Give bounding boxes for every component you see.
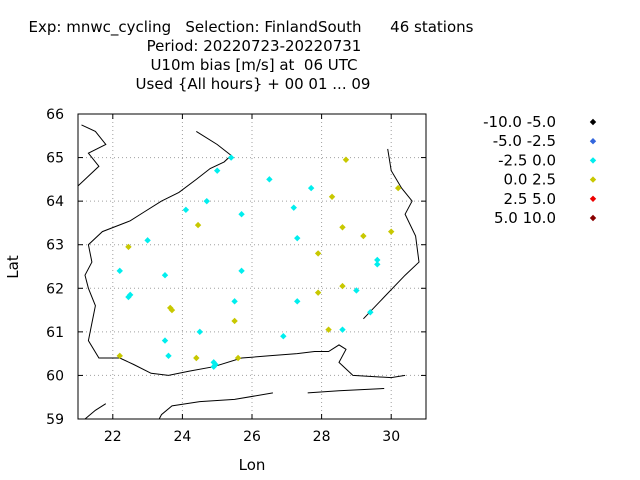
y-tick-label: 59 — [46, 412, 64, 428]
y-tick-label: 66 — [46, 107, 64, 123]
legend-marker — [589, 195, 597, 202]
title-line-2: Period: 20220723-20220731 — [147, 37, 362, 55]
legend: -10.0 -5.0-5.0 -2.5-2.5 0.0 0.0 2.52.5 5.… — [483, 113, 597, 227]
station-point — [193, 354, 200, 362]
legend-label: -2.5 0.0 — [498, 151, 556, 169]
x-tick-label: 28 — [313, 429, 331, 445]
axis-ticks: 22 24 26 28 30 59 60 61 62 63 64 65 66 — [46, 107, 426, 445]
station-point — [294, 298, 301, 305]
station-point — [280, 333, 287, 340]
station-point — [325, 326, 332, 333]
title-line-4: Used {All hours} + 00 01 ... 09 — [136, 75, 371, 93]
coastline — [78, 124, 420, 419]
station-point — [210, 363, 217, 370]
station-point — [339, 326, 346, 333]
station-point — [116, 352, 123, 360]
x-tick-label: 24 — [173, 429, 191, 445]
station-point — [374, 256, 381, 264]
station-point — [294, 234, 301, 242]
station-point — [339, 282, 346, 290]
coastline-segment — [84, 130, 406, 379]
legend-marker — [589, 157, 597, 164]
y-tick-label: 61 — [46, 325, 64, 341]
station-point — [314, 250, 322, 257]
legend-marker — [589, 214, 597, 222]
station-points — [116, 154, 402, 370]
station-point — [367, 309, 374, 316]
station-point — [266, 176, 273, 183]
station-point — [182, 206, 190, 214]
y-tick-label: 62 — [46, 281, 64, 297]
y-tick-label: 65 — [46, 151, 64, 167]
coastline-segment — [84, 403, 107, 419]
x-tick-label: 30 — [382, 429, 400, 445]
y-axis-label: Lat — [4, 255, 22, 279]
station-point — [360, 232, 367, 240]
station-point — [168, 306, 176, 314]
station-point — [203, 197, 210, 205]
x-tick-label: 26 — [243, 429, 261, 445]
station-point — [194, 221, 202, 229]
station-point — [290, 204, 297, 211]
legend-label: -10.0 -5.0 — [483, 113, 556, 131]
station-point — [328, 193, 336, 200]
coastline-segment — [363, 148, 420, 320]
station-point — [214, 167, 221, 174]
station-point — [339, 224, 346, 231]
legend-label: 2.5 5.0 — [504, 190, 556, 208]
station-point — [161, 272, 169, 279]
station-point — [161, 337, 169, 344]
station-point — [388, 228, 395, 235]
x-axis-label: Lon — [239, 456, 266, 474]
station-point — [116, 267, 123, 275]
station-point — [234, 354, 242, 362]
grid-lines — [78, 113, 426, 420]
station-point — [165, 352, 172, 360]
station-point — [125, 243, 132, 251]
station-point — [167, 304, 174, 312]
station-point — [342, 156, 350, 163]
legend-label: 0.0 2.5 — [504, 171, 556, 189]
x-tick-label: 22 — [104, 429, 122, 445]
y-tick-label: 64 — [46, 194, 64, 210]
coastline-segment — [158, 392, 273, 419]
coastline-segment — [78, 124, 107, 187]
legend-marker — [589, 118, 597, 126]
station-point — [231, 298, 238, 305]
station-point — [314, 289, 322, 296]
station-point — [125, 293, 132, 301]
station-point — [394, 184, 402, 192]
station-point — [307, 184, 315, 192]
station-point — [227, 154, 235, 161]
station-point — [374, 261, 381, 268]
station-point — [353, 287, 360, 294]
legend-marker — [589, 176, 597, 183]
coastline-segment — [307, 388, 385, 394]
y-tick-label: 60 — [46, 368, 64, 384]
station-point — [238, 211, 245, 218]
station-point — [238, 267, 245, 275]
station-point — [231, 317, 238, 325]
y-tick-label: 63 — [46, 238, 64, 254]
title-line-1: Exp: mnwc_cycling Selection: FinlandSout… — [29, 18, 474, 37]
legend-label: -5.0 -2.5 — [493, 132, 556, 150]
title-line-3: U10m bias [m/s] at 06 UTC — [150, 56, 357, 74]
station-point — [144, 237, 151, 244]
legend-marker — [589, 138, 597, 145]
station-point — [196, 328, 203, 336]
legend-label: 5.0 10.0 — [494, 209, 556, 227]
